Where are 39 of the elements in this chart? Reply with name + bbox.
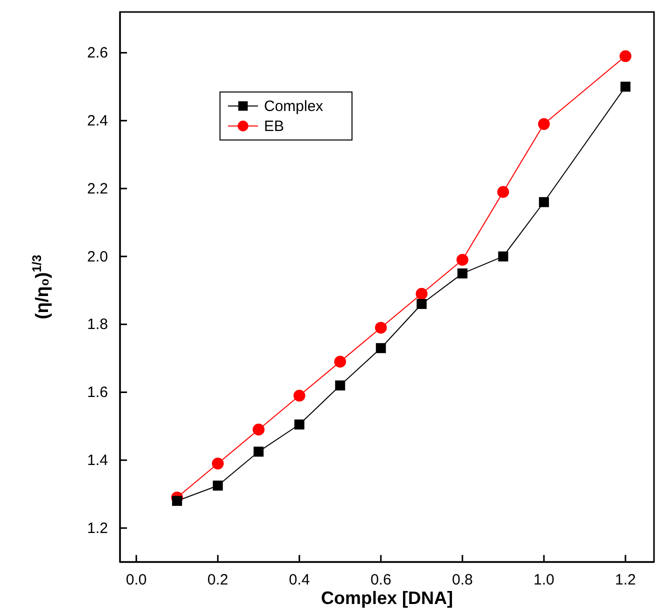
- y-tick-label: 2.4: [87, 112, 108, 130]
- y-tick-label: 2.2: [87, 180, 108, 198]
- y-tick-label: 2.0: [87, 248, 108, 266]
- point: [294, 420, 304, 430]
- point: [497, 186, 510, 198]
- legend-label: Complex: [264, 98, 324, 115]
- x-tick-label: 0.8: [452, 572, 473, 589]
- legend-label: EB: [264, 118, 284, 135]
- point: [212, 458, 224, 470]
- x-tick-label: 1.0: [534, 572, 554, 589]
- x-axis-title: Complex [DNA]: [320, 588, 454, 608]
- point: [376, 343, 386, 354]
- point: [172, 496, 182, 506]
- point: [620, 82, 630, 92]
- point: [456, 254, 468, 266]
- x-tick-label: 0.0: [126, 572, 147, 589]
- point: [252, 424, 265, 436]
- point: [416, 288, 428, 300]
- point: [457, 268, 468, 278]
- x-tick-label: 0.6: [370, 572, 392, 589]
- point: [538, 197, 549, 208]
- point: [416, 298, 427, 309]
- point: [498, 251, 508, 262]
- point: [212, 480, 223, 491]
- point: [374, 322, 387, 334]
- point: [538, 118, 550, 130]
- point: [620, 50, 632, 62]
- x-tick-label: 1.2: [615, 572, 636, 589]
- y-tick-label: 1.4: [87, 452, 108, 469]
- point: [335, 380, 346, 390]
- point: [334, 356, 346, 368]
- point: [293, 390, 306, 402]
- y-tick-label: 1.6: [87, 384, 108, 402]
- y-tick-label: 1.8: [87, 316, 108, 334]
- x-tick-label: 0.2: [207, 572, 228, 589]
- x-tick-label: 0.4: [288, 572, 310, 589]
- y-tick-label: 1.2: [87, 520, 108, 537]
- y-tick-label: 2.6: [87, 44, 108, 62]
- point: [254, 446, 264, 457]
